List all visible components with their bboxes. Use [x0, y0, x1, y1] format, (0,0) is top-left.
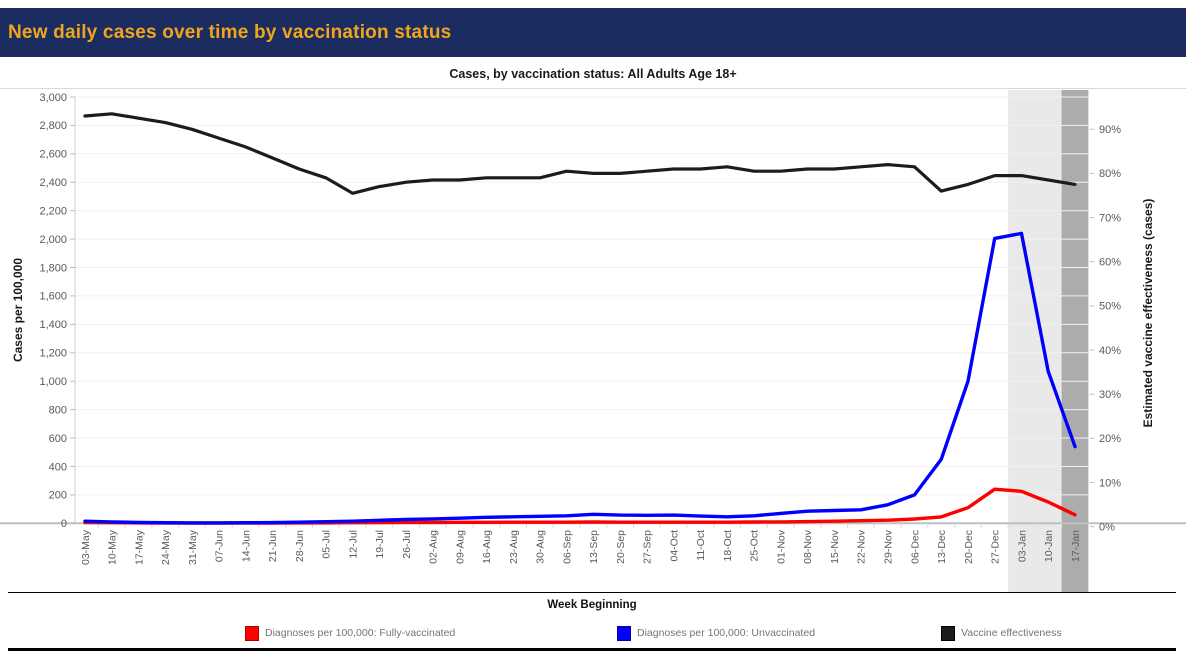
x-tick-label: 20-Sep	[615, 530, 627, 564]
page-title: New daily cases over time by vaccination…	[8, 22, 452, 43]
y-tick-label: 2,600	[39, 149, 67, 161]
legend-item-fully-vaccinated: Diagnoses per 100,000: Fully-vaccinated	[245, 625, 455, 641]
x-tick-label: 01-Nov	[776, 529, 788, 564]
y-tick-label: 0	[61, 518, 67, 530]
x-tick-label: 03-May	[80, 529, 92, 565]
x-tick-label: 23-Aug	[508, 530, 520, 564]
x-tick-label: 21-Jun	[267, 530, 279, 562]
series-line-unvaccinated	[83, 231, 1077, 525]
x-tick-label: 08-Nov	[802, 529, 814, 564]
legend-swatch-red	[245, 625, 259, 641]
x-tick-label: 19-Jul	[374, 530, 386, 559]
y2-tick-label: 10%	[1099, 477, 1121, 489]
chart-title: Cases, by vaccination status: All Adults…	[449, 67, 737, 81]
y-tick-label: 1,200	[39, 348, 67, 360]
x-tick-label: 24-May	[160, 529, 172, 565]
y2-tick-label: 0%	[1099, 521, 1115, 533]
chart-plot-area: Cases per 100,000 Estimated vaccine effe…	[0, 90, 1186, 592]
x-tick-label: 04-Oct	[668, 530, 680, 562]
x-tick-label: 07-Jun	[214, 530, 226, 562]
x-tick-label: 22-Nov	[856, 529, 868, 564]
x-tick-label: 12-Jul	[347, 530, 359, 559]
x-tick-label: 13-Dec	[936, 530, 948, 564]
legend-label: Vaccine effectiveness	[961, 627, 1062, 639]
x-tick-label: 13-Sep	[588, 530, 600, 564]
x-tick-label: 02-Aug	[428, 530, 440, 564]
y-tick-label: 2,000	[39, 234, 67, 246]
x-tick-label: 03-Jan	[1016, 530, 1028, 562]
legend-label: Diagnoses per 100,000: Unvaccinated	[637, 627, 816, 639]
y2-tick-label: 70%	[1099, 212, 1121, 224]
x-tick-label: 16-Aug	[481, 530, 493, 564]
x-tick-label: 20-Dec	[963, 530, 975, 564]
y-tick-label: 600	[49, 433, 67, 445]
y-tick-label: 1,000	[39, 376, 67, 388]
y2-tick-label: 40%	[1099, 345, 1121, 357]
y-tick-label: 1,600	[39, 291, 67, 303]
y-tick-label: 1,400	[39, 319, 67, 331]
legend-item-vaccine-effectiveness: Vaccine effectiveness	[941, 625, 1062, 641]
y2-tick-label: 60%	[1099, 257, 1121, 269]
x-tick-label: 27-Dec	[990, 530, 1002, 564]
x-tick-label: 27-Sep	[642, 530, 654, 564]
x-tick-label: 10-May	[107, 529, 119, 565]
x-axis-title-box: Week Beginning	[8, 592, 1176, 618]
y-tick-label: 2,800	[39, 120, 67, 132]
x-tick-label: 25-Oct	[749, 530, 761, 562]
legend-swatch-black	[941, 625, 955, 641]
x-tick-label: 18-Oct	[722, 530, 734, 562]
y2-tick-label: 90%	[1099, 124, 1121, 136]
y-tick-label: 2,400	[39, 177, 67, 189]
x-tick-label: 14-Jun	[240, 530, 252, 562]
x-tick-label: 31-May	[187, 529, 199, 565]
x-tick-label: 26-Jul	[401, 530, 413, 559]
x-axis-title: Week Beginning	[547, 599, 637, 611]
x-tick-label: 05-Jul	[321, 530, 333, 559]
header-bar: New daily cases over time by vaccination…	[0, 8, 1186, 57]
x-tick-label: 29-Nov	[883, 529, 895, 564]
series-line-vaccine-effectiveness	[83, 112, 1077, 195]
x-tick-label: 17-May	[133, 529, 145, 565]
x-tick-label: 06-Dec	[909, 530, 921, 564]
x-tick-label: 09-Aug	[454, 530, 466, 564]
highlight-band-provisional-weeks	[1008, 90, 1062, 592]
y2-tick-label: 20%	[1099, 433, 1121, 445]
y-tick-label: 1,800	[39, 262, 67, 274]
y2-tick-label: 80%	[1099, 168, 1121, 180]
separator-line	[0, 88, 1186, 89]
x-tick-label: 15-Nov	[829, 529, 841, 564]
x-tick-label: 11-Oct	[695, 530, 707, 561]
highlight-band-most-recent-week	[1061, 90, 1089, 592]
legend: Diagnoses per 100,000: Fully-vaccinated …	[8, 617, 1176, 651]
y-right-axis-title: Estimated vaccine effectiveness (cases)	[1141, 199, 1155, 428]
x-tick-label: 10-Jan	[1043, 530, 1055, 562]
y-tick-label: 2,200	[39, 206, 67, 218]
y-tick-label: 3,000	[39, 92, 67, 104]
legend-swatch-blue	[617, 625, 631, 641]
y2-tick-label: 30%	[1099, 389, 1121, 401]
x-tick-label: 28-Jun	[294, 530, 306, 562]
y-tick-label: 200	[49, 490, 67, 502]
legend-item-unvaccinated: Diagnoses per 100,000: Unvaccinated	[617, 625, 815, 641]
x-tick-label: 17-Jan	[1070, 530, 1082, 562]
y-left-axis-title: Cases per 100,000	[11, 258, 25, 362]
x-tick-label: 30-Aug	[535, 530, 547, 564]
legend-label: Diagnoses per 100,000: Fully-vaccinated	[265, 627, 456, 639]
y2-tick-label: 50%	[1099, 301, 1121, 313]
y-tick-label: 800	[49, 404, 67, 416]
y-tick-label: 400	[49, 461, 67, 473]
x-tick-label: 06-Sep	[561, 530, 573, 564]
series-line-fully-vaccinated	[83, 487, 1077, 525]
